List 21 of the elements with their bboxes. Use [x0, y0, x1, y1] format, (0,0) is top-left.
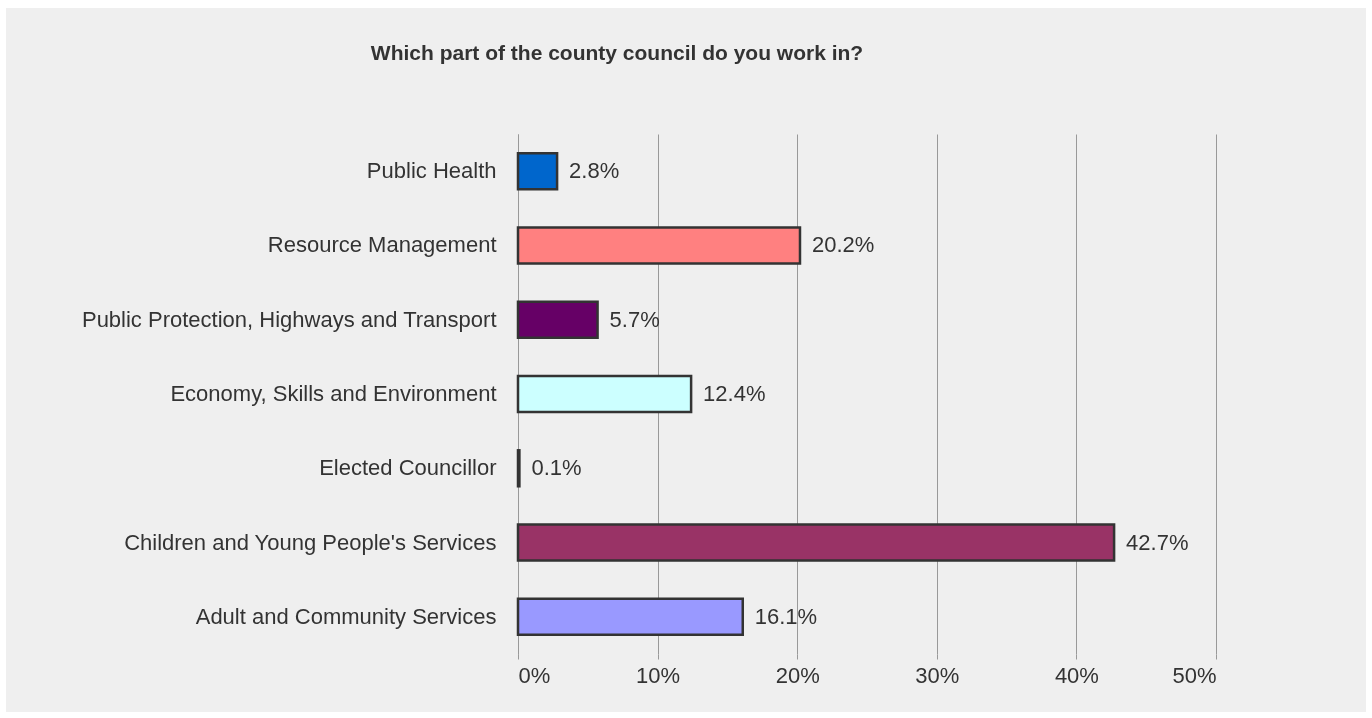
x-tick-label: 30% — [915, 662, 960, 688]
x-tick-label: 0% — [518, 662, 551, 688]
data-label: 0.1% — [531, 455, 582, 481]
x-tick-label: 20% — [775, 662, 820, 688]
y-tick-label: Economy, Skills and Environment — [170, 381, 497, 406]
data-label: 5.7% — [609, 306, 660, 332]
y-tick-label: Elected Councillor — [319, 455, 497, 481]
x-tick-label: 40% — [1054, 662, 1099, 688]
x-tick-label: 50% — [1172, 662, 1217, 688]
data-label: 42.7% — [1126, 529, 1189, 555]
y-tick-label: Public Protection, Highways and Transport — [81, 306, 497, 332]
data-label: 20.2% — [811, 232, 875, 258]
data-label: 16.1% — [754, 603, 818, 629]
y-tick-label: Children and Young People's Services — [124, 529, 497, 555]
data-label: 2.8% — [569, 158, 620, 184]
data-label: 12.4% — [703, 381, 766, 406]
x-tick-label: 10% — [636, 662, 681, 688]
y-tick-label: Resource Management — [267, 232, 497, 258]
y-tick-label: Public Health — [366, 158, 497, 184]
chart-title: Which part of the county council do you work in? — [370, 41, 864, 64]
y-tick-label: Adult and Community Services — [195, 603, 497, 629]
